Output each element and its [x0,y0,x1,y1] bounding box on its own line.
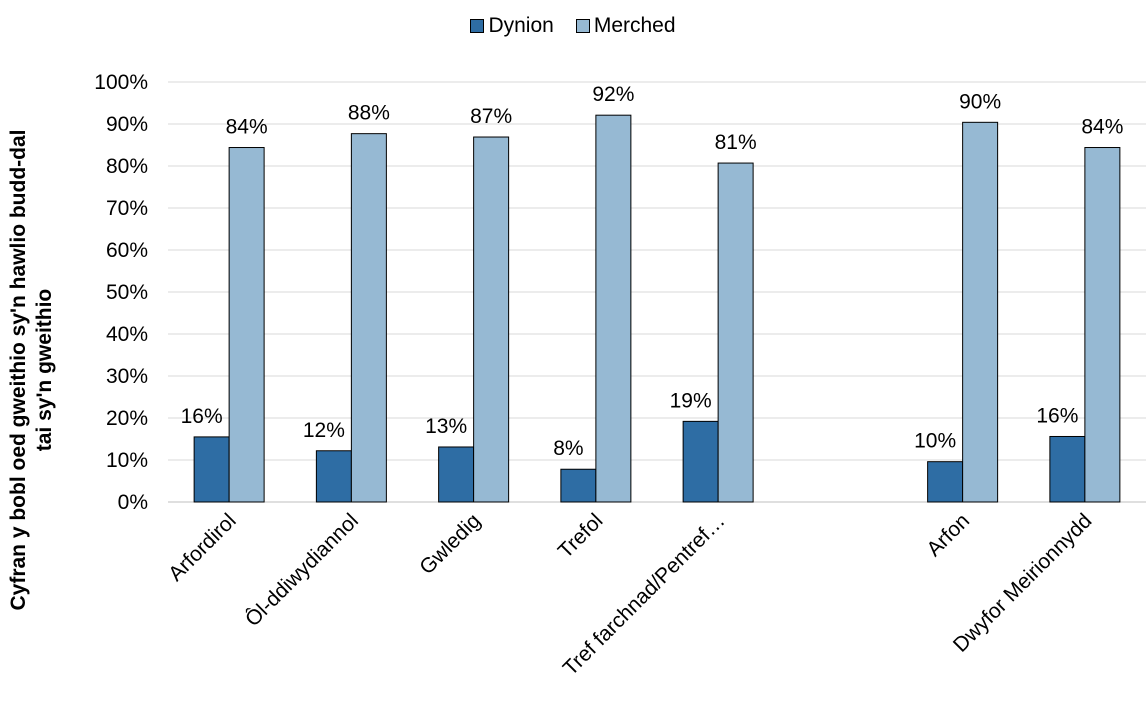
bar-dynion [438,446,475,503]
bar-merched [595,114,632,503]
legend-item-merched: Merched [575,14,676,38]
bar-dynion [315,450,352,503]
x-tick-label: Dwyfor Meirionnydd [949,509,1096,656]
x-tick-label: Trefol [554,509,608,563]
y-tick-label: 50% [106,281,148,304]
data-label: 92% [592,83,634,106]
bar-dynion [560,468,597,503]
data-label: 12% [303,419,345,442]
data-label: 84% [226,116,268,139]
data-label: 88% [348,102,390,125]
data-label: 84% [1081,116,1123,139]
bar-dynion [1049,435,1086,503]
x-tick-label: Ôl-ddiwydiannol [241,509,363,631]
bar-dynion [193,436,230,503]
bar-merched [717,162,754,503]
legend-swatch-dynion [470,19,485,33]
bar-merched [350,133,387,503]
legend-label-merched: Merched [593,14,676,37]
data-label: 87% [470,105,512,128]
data-label: 10% [914,430,956,453]
legend-item-dynion: Dynion [470,14,554,38]
x-tick-label: Gwledig [415,509,485,579]
bar-merched [962,121,999,503]
data-label: 19% [670,389,712,412]
data-label: 90% [959,90,1001,113]
x-tick-label: Arfon [922,509,974,561]
y-tick-label: 0% [118,491,148,514]
data-label: 13% [425,415,467,438]
y-tick-label: 100% [94,71,148,94]
x-tick-label: Arfordirol [164,509,241,586]
legend-swatch-merched [575,19,590,33]
y-tick-label: 70% [106,197,148,220]
y-tick-label: 20% [106,407,148,430]
chart-legend: Dynion Merched [0,14,1146,38]
bar-merched [473,136,510,503]
y-tick-label: 10% [106,449,148,472]
y-tick-label: 90% [106,113,148,136]
data-label: 16% [181,405,223,428]
bar-merched [228,147,265,503]
data-label: 16% [1036,404,1078,427]
legend-label-dynion: Dynion [488,14,554,37]
data-label: 81% [715,131,757,154]
y-tick-label: 60% [106,239,148,262]
data-label: 8% [553,437,583,460]
bar-dynion [927,461,964,503]
bar-merched [1084,147,1121,503]
y-tick-label: 30% [106,365,148,388]
y-tick-label: 80% [106,155,148,178]
bar-dynion [682,420,719,503]
y-tick-label: 40% [106,323,148,346]
